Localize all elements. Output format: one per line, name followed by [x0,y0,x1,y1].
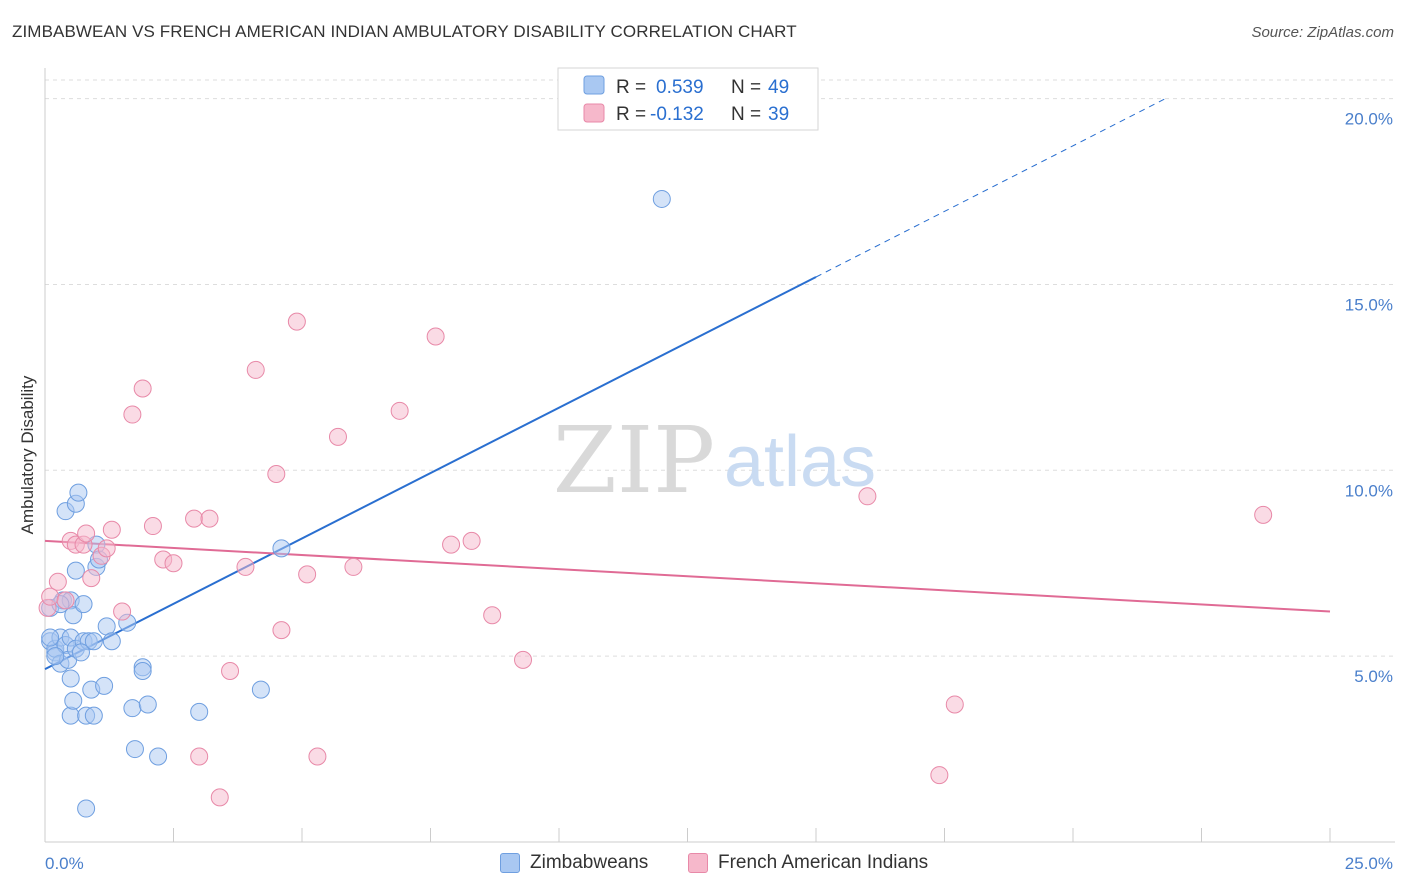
french-american-indian-point-24 [246,360,265,379]
zimbabwean-point-21 [74,595,93,614]
french-american-indian-point-13 [123,405,142,424]
french-american-indian-point-1 [41,587,60,606]
french-american-indian-point-31 [344,557,363,576]
zimbabwean-point-22 [77,799,96,818]
french-american-indian-point-33 [426,327,445,346]
french-american-indian-point-15 [143,517,162,536]
french-american-indian-point-32 [390,401,409,420]
french-american-indian-point-10 [97,539,116,558]
french-american-indian-point-37 [514,650,533,669]
zimbabwean-point-14 [64,606,83,625]
axes [44,68,1395,843]
french-american-indian-point-11 [102,520,121,539]
zimbabwean-point-31 [95,676,114,695]
french-american-indian-point-23 [236,557,255,576]
zimbabwean-point-38 [133,662,152,681]
trend-lines [44,98,1331,671]
french-american-indian-point-26 [272,621,291,640]
y-tick-label-15: 15.0% [1345,295,1393,314]
zimbabwean-trend-line [44,276,817,671]
zimbabwean-point-46 [46,647,65,666]
french-american-indian-point-35 [462,531,481,550]
zimbabwean-point-48 [71,643,90,662]
legend-n-label-blue: N = [731,77,761,98]
y-tick-label-10: 10.0% [1345,481,1393,500]
zimbabwean-point-17 [66,561,85,580]
legend-label-zimbabweans: Zimbabweans [530,852,649,873]
zimbabwean-point-36 [125,740,144,759]
source-label: Source: ZipAtlas.com [1251,24,1394,41]
zimbabwean-point-26 [84,706,103,725]
chart-title: ZIMBABWEAN VS FRENCH AMERICAN INDIAN AMB… [12,22,797,41]
series-legend: Zimbabweans French American Indians [0,852,1406,878]
legend-r-value-blue: 0.539 [656,77,704,98]
watermark-atlas: atlas [724,422,876,502]
french-american-indian-point-21 [210,788,229,807]
zimbabwean-point-45 [41,628,60,647]
french-american-indian-point-40 [945,695,964,714]
legend-r-value-pink: -0.132 [650,104,704,125]
french-american-indian-point-7 [77,524,96,543]
legend-swatch-french-american-indians [688,853,708,873]
french-american-indian-point-25 [267,465,286,484]
legend-n-label-pink: N = [731,104,761,125]
tick-labels: 5.0% 10.0% 15.0% 20.0% 0.0% 25.0% [45,110,1393,873]
zimbabwean-point-41 [190,702,209,721]
zimbabwean-point-19 [69,483,88,502]
french-american-indian-point-29 [308,747,327,766]
french-american-indian-point-2 [48,572,67,591]
legend-swatch-blue [583,75,605,95]
y-tick-label-5: 5.0% [1354,667,1393,686]
zimbabwean-point-13 [61,706,80,725]
french-american-indian-point-28 [298,565,317,584]
french-american-indian-trend-line [44,539,1331,613]
stats-legend: R = 0.539 N = 49 R = -0.132 N = 39 [557,67,819,131]
legend-item-french-american-indians[interactable]: French American Indians [688,852,928,874]
x-tick-label-min: 0.0% [45,854,84,873]
french-american-indian-point-22 [221,662,240,681]
zimbabwean-trend-extension [815,98,1166,278]
zimbabwean-point-33 [102,632,121,651]
french-american-indian-point-18 [185,509,204,528]
x-tick-label-max: 25.0% [1345,854,1393,873]
zimbabwean-point-40 [149,747,168,766]
french-american-indian-point-14 [133,379,152,398]
french-american-indian-point-17 [164,554,183,573]
y-tick-label-20: 20.0% [1345,110,1393,129]
french-american-indian-point-36 [483,606,502,625]
legend-item-zimbabweans[interactable]: Zimbabweans [500,852,648,874]
french-american-indian-point-30 [328,427,347,446]
legend-r-label-pink: R = [616,104,646,125]
zimbabwean-point-27 [84,632,103,651]
legend-n-value-blue: 49 [768,77,789,98]
zimbabwean-point-15 [64,691,83,710]
watermark-zip: ZIP [553,407,715,514]
french-american-indian-point-3 [56,591,75,610]
zimbabwean-point-43 [272,539,291,558]
legend-n-value-pink: 39 [768,104,789,125]
legend-r-label-blue: R = [616,77,646,98]
legend-swatch-pink [583,103,605,123]
french-american-indian-point-27 [287,312,306,331]
zimbabwean-point-12 [61,669,80,688]
french-american-indian-point-19 [190,747,209,766]
french-american-indian-point-34 [442,535,461,554]
french-american-indian-point-41 [1254,505,1273,524]
watermark: ZIP atlas [553,407,876,514]
legend-label-french-american-indians: French American Indians [718,852,929,873]
zimbabwean-point-39 [138,695,157,714]
french-american-indian-point-38 [858,487,877,506]
french-american-indian-point-20 [200,509,219,528]
legend-swatch-zimbabweans [500,853,520,873]
french-american-indian-point-12 [113,602,132,621]
data-points [38,189,1273,818]
zimbabwean-point-35 [123,699,142,718]
zimbabwean-point-42 [251,680,270,699]
french-american-indian-point-39 [930,766,949,785]
zimbabwean-point-44 [652,189,671,208]
french-american-indian-point-8 [82,569,101,588]
